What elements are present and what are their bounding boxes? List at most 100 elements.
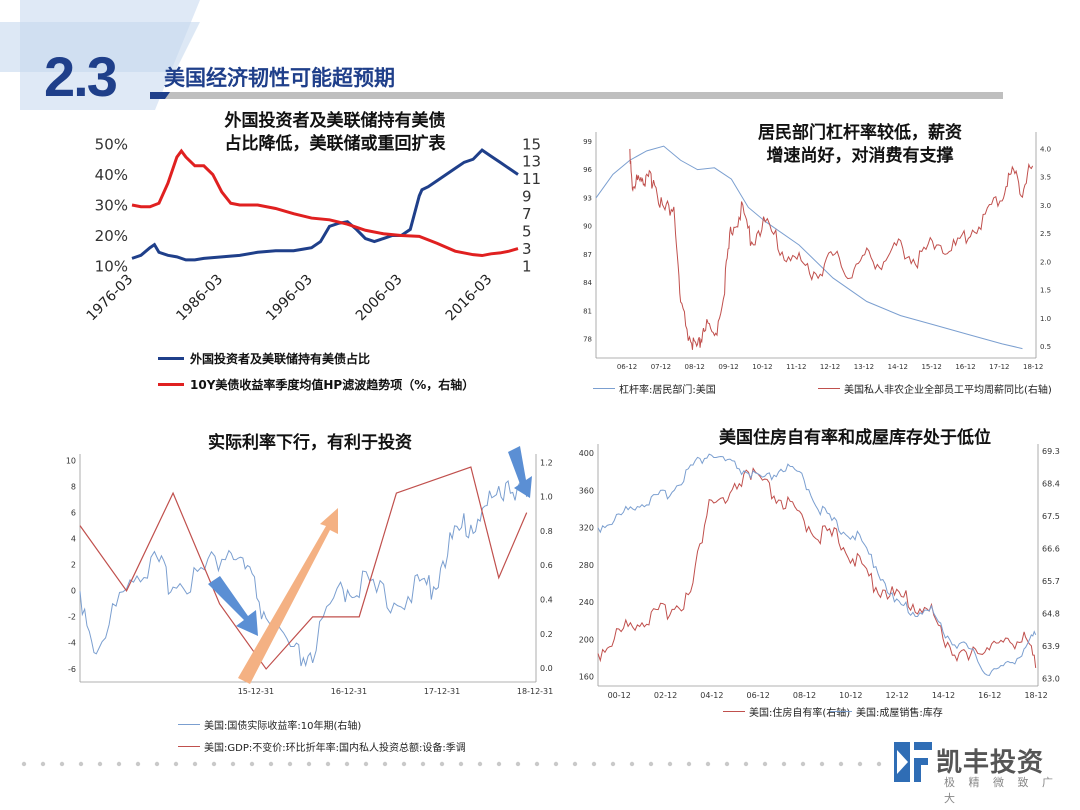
down-arrow-left bbox=[208, 576, 258, 636]
y-left-tick-label: 20% bbox=[95, 227, 128, 245]
footer-dot bbox=[135, 761, 141, 767]
y-right-tick-label: 0.6 bbox=[540, 561, 553, 570]
chart1-legend-1: 外国投资者及美联储持有美债占比 bbox=[158, 350, 370, 367]
x-tick-label: 18-12 bbox=[1023, 363, 1043, 371]
footer-dot bbox=[743, 761, 749, 767]
y-left-tick-label: 99 bbox=[583, 138, 592, 146]
y-left-tick-label: 40% bbox=[95, 166, 128, 184]
chart1-title: 外国投资者及美联储持有美债 占比降低，美联储或重回扩表 bbox=[190, 110, 480, 156]
y-right-tick-label: 0.5 bbox=[1040, 343, 1051, 351]
y-left-tick-label: 240 bbox=[579, 598, 594, 607]
y-right-tick-label: 0.2 bbox=[540, 630, 553, 639]
footer-dot bbox=[762, 761, 768, 767]
y-left-tick-label: 78 bbox=[583, 336, 592, 344]
chart2-legend-2: 美国私人非农企业全部员工平均周薪同比(右轴) bbox=[818, 381, 1052, 396]
chart2-title-line2: 增速尚好，对消费有支撑 bbox=[766, 146, 954, 166]
x-tick-label: 18-12-31 bbox=[517, 687, 553, 696]
x-tick-label: 15-12 bbox=[921, 363, 941, 371]
x-tick-label: 14-12 bbox=[932, 691, 955, 700]
y-right-tick-label: 1.5 bbox=[1040, 287, 1051, 295]
y-right-tick-label: 69.3 bbox=[1042, 447, 1060, 456]
footer-dot bbox=[287, 761, 293, 767]
y-right-tick-label: 11 bbox=[522, 170, 540, 188]
y-left-tick-label: 90 bbox=[583, 223, 592, 231]
footer-dot bbox=[230, 761, 236, 767]
legend-label: 美国:住房自有率(右轴) bbox=[749, 708, 851, 719]
footer-dot bbox=[268, 761, 274, 767]
x-tick-label: 1986-03 bbox=[173, 272, 226, 325]
footer-dot bbox=[363, 761, 369, 767]
footer-dot bbox=[382, 761, 388, 767]
legend-label: 美国:国债实际收益率:10年期(右轴) bbox=[204, 721, 362, 732]
legend-swatch bbox=[818, 387, 840, 390]
x-tick-label: 08-12 bbox=[685, 363, 705, 371]
footer-dot bbox=[249, 761, 255, 767]
y-left-tick-label: 10% bbox=[95, 257, 128, 275]
footer-dot bbox=[667, 761, 673, 767]
footer-dot bbox=[116, 761, 122, 767]
y-right-tick-label: 0.8 bbox=[540, 527, 553, 536]
y-right-tick-label: 1.2 bbox=[540, 458, 553, 467]
footer-dot bbox=[724, 761, 730, 767]
footer-dot bbox=[515, 761, 521, 767]
footer-dot bbox=[477, 761, 483, 767]
y-left-tick-label: 4 bbox=[71, 534, 76, 543]
chart2-legend-1: 杠杆率:居民部门:美国 bbox=[593, 381, 716, 396]
y-right-tick-label: 0.4 bbox=[540, 596, 553, 605]
footer-dot bbox=[572, 761, 578, 767]
chart4-legend-1: 美国:住房自有率(右轴) bbox=[723, 704, 850, 719]
x-tick-label: 16-12-31 bbox=[331, 687, 367, 696]
x-tick-label: 1976-03 bbox=[84, 272, 137, 325]
footer-dot bbox=[325, 761, 331, 767]
legend-label: 美国:成屋销售:库存 bbox=[856, 708, 943, 719]
footer-dot bbox=[534, 761, 540, 767]
footer-dot bbox=[97, 761, 103, 767]
y-right-tick-label: 0.0 bbox=[540, 664, 553, 673]
footer-dot bbox=[610, 761, 616, 767]
slide-title: 美国经济韧性可能超预期 bbox=[164, 66, 395, 90]
y-left-tick-label: 87 bbox=[583, 251, 592, 259]
y-right-tick-label: 7 bbox=[522, 205, 532, 223]
y-left-tick-label: 84 bbox=[583, 279, 592, 287]
footer-dot bbox=[420, 761, 426, 767]
series-line-1 bbox=[79, 479, 528, 668]
chart3-svg: 10 8 6 4 2 0 -2 -4 -6 1.2 1.0 0.8 0.6 0.4 0.2 0.0 15-12-… bbox=[66, 446, 553, 696]
logo-icon bbox=[894, 742, 932, 782]
x-tick-label: 14-12 bbox=[888, 363, 908, 371]
y-right-tick-label: 5 bbox=[522, 222, 532, 240]
footer-dot bbox=[876, 761, 882, 767]
brand-slogan: 极 精 微 致 广 大 bbox=[944, 776, 1058, 805]
x-tick-label: 11-12 bbox=[786, 363, 806, 371]
y-right-tick-label: 1.0 bbox=[1040, 315, 1051, 323]
y-right-tick-label: 63.0 bbox=[1042, 675, 1060, 684]
legend-label: 10Y美债收益率季度均值HP滤波趋势项（%，右轴） bbox=[190, 378, 475, 392]
footer-dot bbox=[686, 761, 692, 767]
y-right-tick-label: 67.5 bbox=[1042, 512, 1060, 521]
legend-swatch bbox=[158, 357, 184, 360]
x-tick-label: 2006-03 bbox=[353, 272, 406, 325]
footer-dot bbox=[553, 761, 559, 767]
y-left-tick-label: 320 bbox=[579, 524, 594, 533]
y-left-tick-label: -6 bbox=[68, 665, 76, 674]
series-line-1 bbox=[595, 145, 1023, 350]
legend-swatch bbox=[178, 745, 200, 748]
y-left-tick-label: 360 bbox=[579, 486, 594, 495]
footer-dot bbox=[857, 761, 863, 767]
header-decoration bbox=[0, 0, 1003, 110]
chart1-title-line1: 外国投资者及美联储持有美债 bbox=[224, 111, 446, 131]
y-left-tick-label: 93 bbox=[583, 194, 592, 202]
y-right-tick-label: 2.5 bbox=[1040, 230, 1051, 238]
y-left-tick-label: 200 bbox=[579, 635, 594, 644]
y-left-tick-label: -2 bbox=[68, 613, 76, 622]
footer-dot bbox=[439, 761, 445, 767]
x-tick-label: 12-12 bbox=[820, 363, 840, 371]
y-right-tick-label: 4.0 bbox=[1040, 145, 1051, 153]
series-line-1 bbox=[597, 467, 1037, 668]
chart2-svg: 99 96 93 90 87 84 81 78 4.0 3.5 3.0 2.5 2.0 1.5 1.0 0.5… bbox=[583, 132, 1051, 371]
footer-dot bbox=[838, 761, 844, 767]
slide-number: 2.3 bbox=[44, 45, 118, 108]
y-right-tick-label: 68.4 bbox=[1042, 480, 1060, 489]
chart3-title: 实际利率下行，有利于投资 bbox=[208, 433, 412, 453]
x-tick-label: 07-12 bbox=[651, 363, 671, 371]
